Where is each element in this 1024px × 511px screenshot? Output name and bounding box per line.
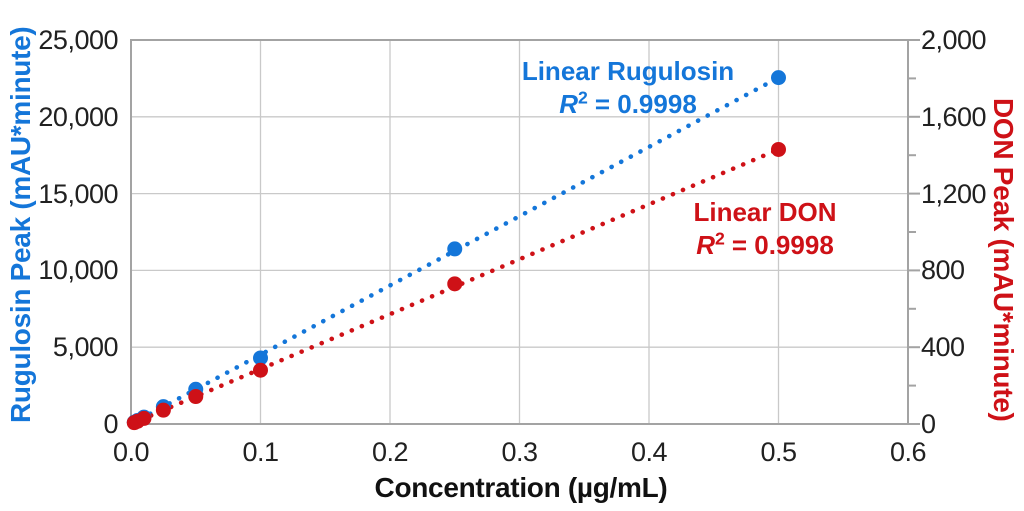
right-axis-tick-label: 1,200 [921,178,987,209]
annotation-don-label: Linear DON [693,197,837,227]
x-axis-tick-label: 0.5 [760,437,797,467]
right-y-axis-title: DON Peak (mAU*minute) [988,98,1019,422]
data-point-don [188,389,204,405]
x-axis-title: Concentration (µg/mL) [374,472,668,503]
left-y-axis-title: Rugulosin Peak (mAU*minute) [5,26,36,424]
left-axis-tick-label: 10,000 [38,255,118,286]
annotation-rugulosin-r2: R2 = 0.9998 [559,87,697,119]
x-axis-tick-label: 0.4 [630,437,668,467]
right-axis-tick-label: 1,600 [921,101,987,132]
annotation-rugulosin-label: Linear Rugulosin [521,56,735,86]
left-axis-tick-label: 25,000 [38,25,118,55]
left-axis-tick-label: 0 [103,409,118,439]
data-point-don [771,141,786,157]
trendline-linear-rugulosin [128,75,781,427]
right-axis-tick-label: 400 [921,332,965,363]
right-axis-tick-label: 2,000 [921,25,987,55]
x-axis-tick-label: 0.1 [242,437,279,467]
data-point-don [155,402,171,418]
data-point-rugulosin [253,350,268,366]
x-axis-tick-label: 0.6 [889,437,927,467]
right-axis-tick-label: 800 [921,255,965,286]
x-axis-tick-label: 0.3 [501,437,538,467]
left-axis-tick-label: 15,000 [38,178,118,209]
x-axis-tick-label: 0.0 [112,437,150,467]
annotation-don-r2: R2 = 0.9998 [696,228,834,260]
annotation-linear-don: Linear DON R2 = 0.9998 [693,196,836,262]
data-point-don [253,362,268,378]
data-point-don [447,276,463,292]
right-axis-tick-label: 0 [921,409,936,439]
left-axis-tick-label: 20,000 [38,101,118,132]
x-axis-tick-label: 0.2 [371,437,409,467]
data-point-rugulosin [447,241,463,257]
annotation-linear-rugulosin: Linear Rugulosin R2 = 0.9998 [522,55,734,121]
data-point-rugulosin [771,70,786,86]
data-point-don [136,410,152,426]
left-axis-tick-label: 5,000 [52,332,119,363]
